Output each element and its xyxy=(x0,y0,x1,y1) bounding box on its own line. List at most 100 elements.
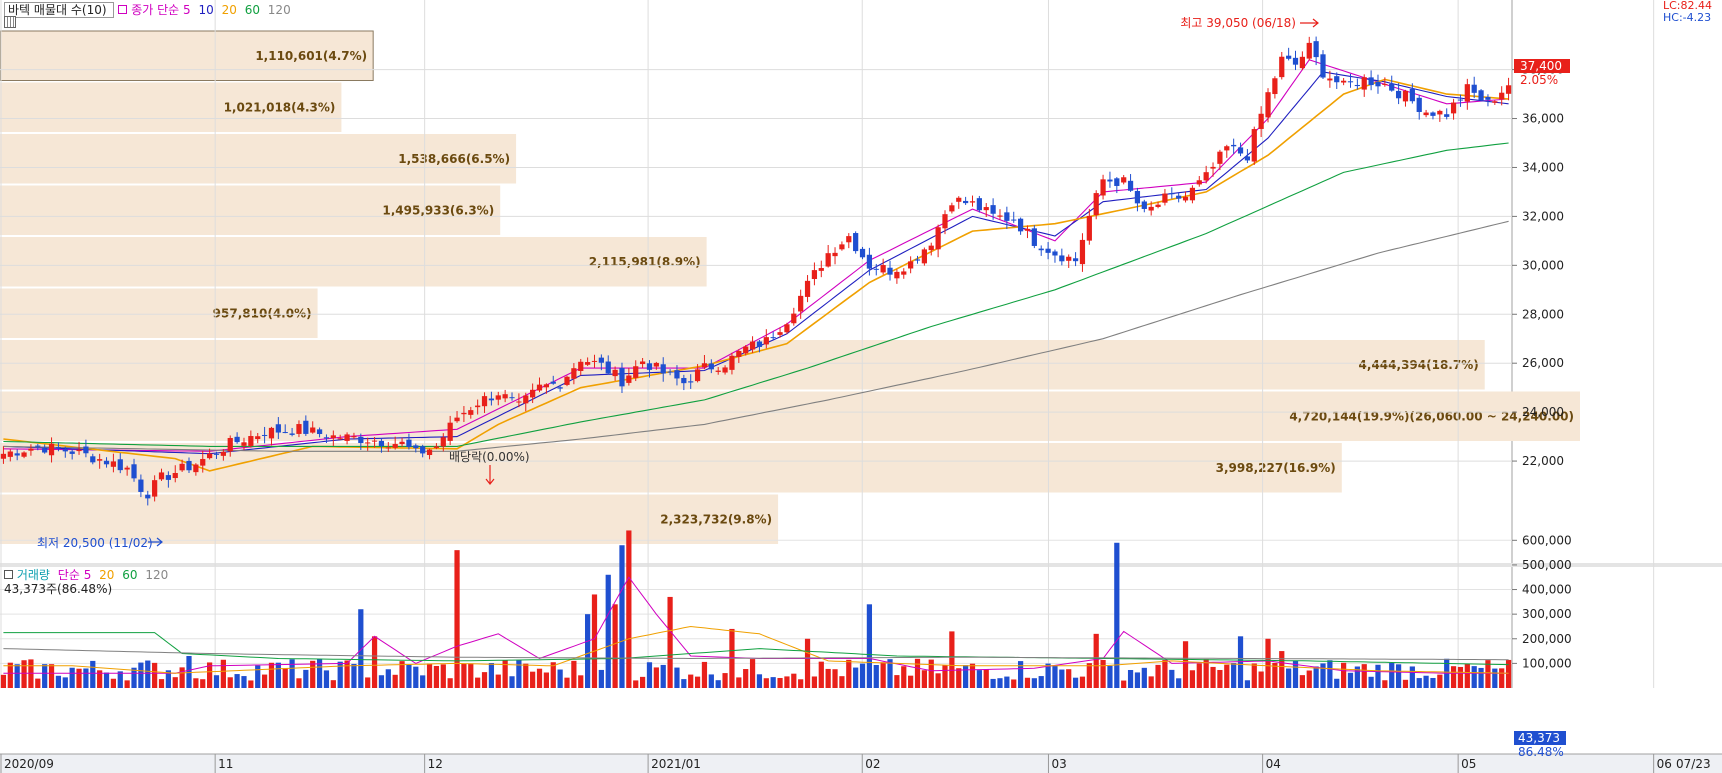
volume-bar xyxy=(28,659,34,688)
volume-bar xyxy=(619,545,625,688)
volume-bar xyxy=(1093,633,1099,688)
candle xyxy=(791,307,797,326)
current-price-badge xyxy=(1514,59,1570,73)
volume-bar xyxy=(811,676,818,688)
volume-bar xyxy=(770,677,776,688)
candle xyxy=(261,426,268,444)
volume-bar xyxy=(213,675,220,688)
volume-bar xyxy=(722,673,728,688)
hc-value: HC:-4.23 xyxy=(1663,11,1712,24)
candle xyxy=(1196,176,1202,187)
volume-tick-label: 100,000 xyxy=(1522,656,1572,670)
grid-icon xyxy=(4,16,16,28)
volume-bar xyxy=(1121,680,1127,688)
volume-bar xyxy=(949,631,955,688)
candle xyxy=(1505,77,1512,101)
volume-bar xyxy=(887,659,893,688)
candle xyxy=(1244,149,1251,164)
volume-tick-label: 500,000 xyxy=(1522,558,1572,572)
grid-toggle-button[interactable] xyxy=(4,16,16,31)
candle xyxy=(282,424,288,434)
candle xyxy=(1086,208,1092,245)
candle xyxy=(818,260,824,278)
volume-bar xyxy=(935,673,941,688)
stock-title-box[interactable]: 바텍 매물대 수(10) xyxy=(4,2,115,18)
candle xyxy=(1361,74,1367,97)
volume-label: 거래량 xyxy=(16,568,50,582)
date-axis-bar xyxy=(0,754,1722,773)
volume-bar xyxy=(928,659,934,688)
volume-bar xyxy=(1464,664,1470,688)
volume-bar xyxy=(1189,670,1196,688)
candle xyxy=(653,361,659,370)
price-ma-legend[interactable]: 종가 단순 5 10 20 60 120 xyxy=(118,3,291,17)
candle xyxy=(585,357,591,366)
volume-bar xyxy=(846,659,852,688)
candle xyxy=(667,369,673,376)
volume-bar xyxy=(1072,677,1079,688)
volume-bar xyxy=(426,663,433,688)
candle xyxy=(1017,217,1024,235)
candle xyxy=(131,458,137,482)
volume-bar xyxy=(1423,675,1429,688)
candle xyxy=(1121,174,1127,185)
candle xyxy=(344,432,350,445)
candle xyxy=(763,329,769,349)
candle xyxy=(48,437,55,463)
profile-label: 4,444,394(18.7%) xyxy=(1359,358,1479,372)
volume-bar xyxy=(62,677,68,688)
candle xyxy=(536,377,543,393)
volume-bar xyxy=(1162,660,1168,688)
volume-panel-header[interactable]: 거래량 단순 5 20 60 120 xyxy=(4,566,168,583)
date-tick-label: 02 xyxy=(865,757,880,771)
volume-bar xyxy=(1079,676,1086,688)
volume-bar xyxy=(200,679,206,688)
candle xyxy=(530,383,536,404)
candle xyxy=(488,391,495,406)
candle xyxy=(296,420,302,438)
candle xyxy=(207,448,213,460)
volume-bar xyxy=(1169,669,1175,688)
candle xyxy=(1444,108,1450,120)
candle xyxy=(1368,70,1374,91)
volume-bar xyxy=(1306,670,1312,688)
volume-bar xyxy=(777,677,783,688)
candle xyxy=(1347,73,1354,88)
candle xyxy=(1045,242,1051,260)
volume-bar xyxy=(1437,674,1443,688)
candle xyxy=(591,354,598,368)
volume-bar xyxy=(1368,676,1374,688)
candle xyxy=(1279,51,1285,80)
volume-bar xyxy=(1196,663,1202,688)
candle xyxy=(674,365,680,386)
candle xyxy=(289,427,295,437)
volume-bar xyxy=(117,671,123,688)
volume-bar xyxy=(371,636,378,688)
candle xyxy=(1162,188,1168,206)
volume-bar xyxy=(1100,659,1106,688)
volume-bar xyxy=(694,676,701,688)
volume-bar xyxy=(103,672,110,688)
volume-bar xyxy=(564,677,570,688)
volume-bar xyxy=(701,661,708,688)
ma20-label: 20 xyxy=(221,3,237,17)
profile-label: 2,115,981(8.9%) xyxy=(589,255,701,269)
volume-bar xyxy=(433,665,440,688)
candle xyxy=(866,247,873,276)
volume-bar xyxy=(76,668,82,688)
volume-bar xyxy=(1155,664,1161,688)
candle xyxy=(440,433,446,452)
volume-bar xyxy=(461,663,467,688)
candle xyxy=(1286,47,1292,61)
volume-bar xyxy=(1354,666,1360,688)
low-price-note: 최저 20,500 (11/02) xyxy=(37,536,153,550)
volume-bar xyxy=(1485,660,1491,688)
candle xyxy=(969,195,976,207)
volume-bar xyxy=(248,680,254,688)
candle xyxy=(1395,83,1402,105)
volume-bar xyxy=(942,665,948,688)
volume-bar xyxy=(715,680,721,688)
volume-bar xyxy=(1134,672,1141,688)
volume-bar xyxy=(1038,676,1044,688)
volume-bar xyxy=(296,678,302,688)
